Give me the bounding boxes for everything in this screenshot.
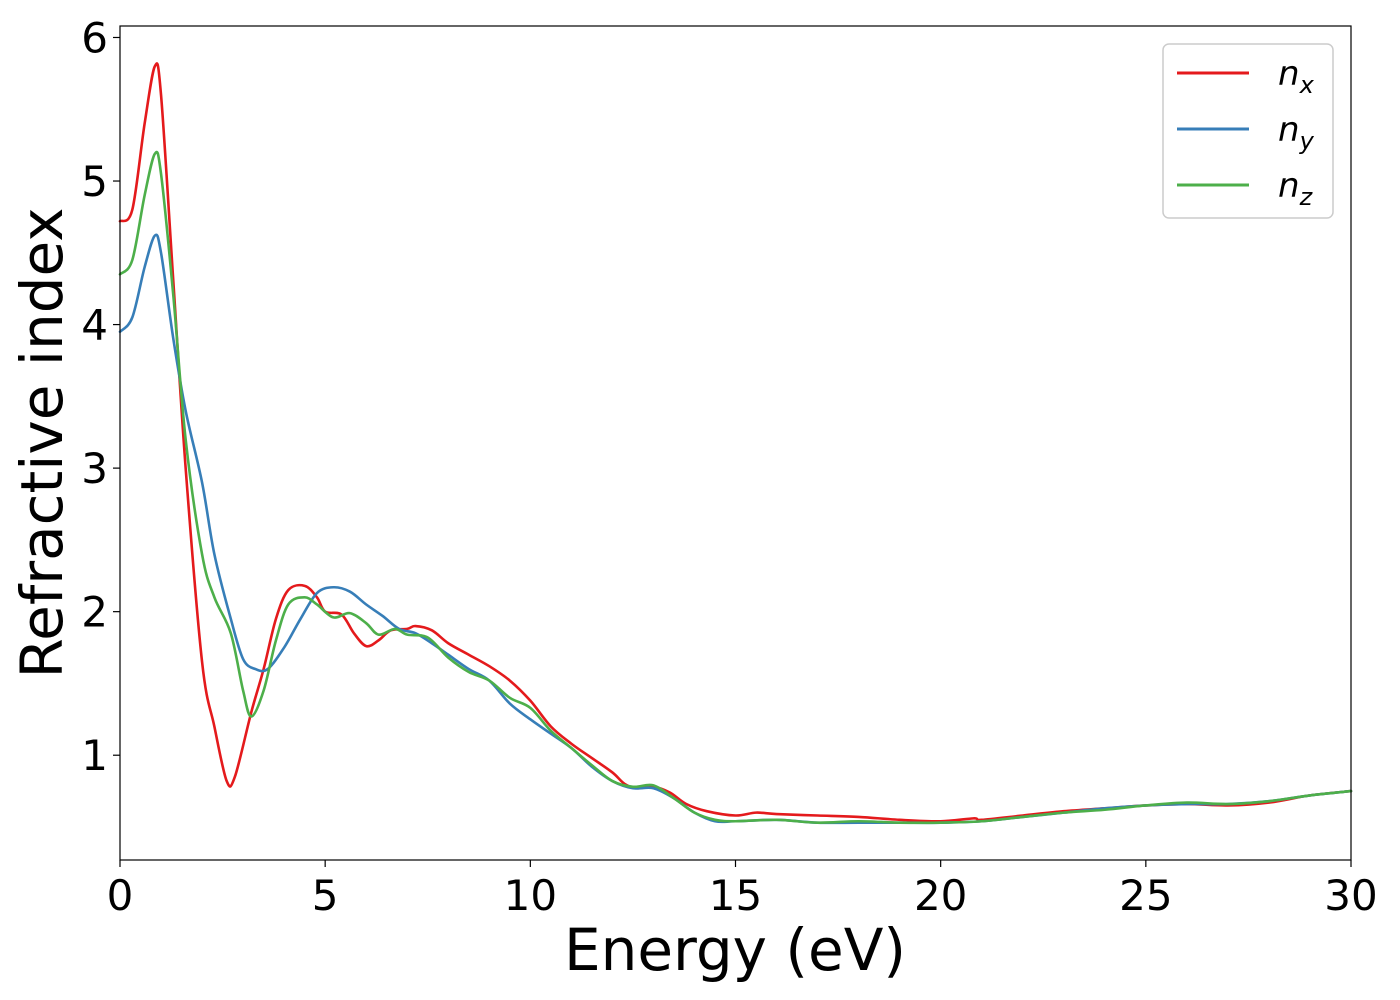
x-tick-label: 10 xyxy=(504,871,557,920)
x-tick-label: 20 xyxy=(914,871,967,920)
x-axis-label: Energy (eV) xyxy=(564,916,906,984)
legend: nx ny nz xyxy=(1162,43,1334,219)
x-tick-label: 15 xyxy=(709,871,762,920)
x-tick-label: 30 xyxy=(1324,871,1377,920)
x-tick-label: 25 xyxy=(1119,871,1172,920)
series-layer xyxy=(118,62,1353,825)
legend-label-n_x: nx xyxy=(1278,54,1315,99)
series-line-n_z xyxy=(118,150,1353,825)
x-axis-ticks: 0 5 10 15 20 25 30 xyxy=(107,860,1378,920)
legend-label-n_y: ny xyxy=(1278,110,1315,155)
y-tick-label: 2 xyxy=(81,588,108,637)
x-tick-label: 0 xyxy=(107,871,134,920)
y-tick-label: 3 xyxy=(81,444,108,493)
series-line-n_x xyxy=(118,62,1353,823)
plot-background xyxy=(120,26,1351,860)
y-tick-label: 5 xyxy=(81,157,108,206)
x-tick-label: 5 xyxy=(312,871,339,920)
y-axis-label: Refractive index xyxy=(8,207,76,678)
y-axis-ticks: 1 2 3 4 5 6 xyxy=(81,13,120,780)
legend-label-n_z: nz xyxy=(1278,166,1314,211)
legend-box xyxy=(1162,43,1334,219)
y-tick-label: 6 xyxy=(81,13,108,62)
y-tick-label: 1 xyxy=(81,731,108,780)
y-tick-label: 4 xyxy=(81,301,108,350)
